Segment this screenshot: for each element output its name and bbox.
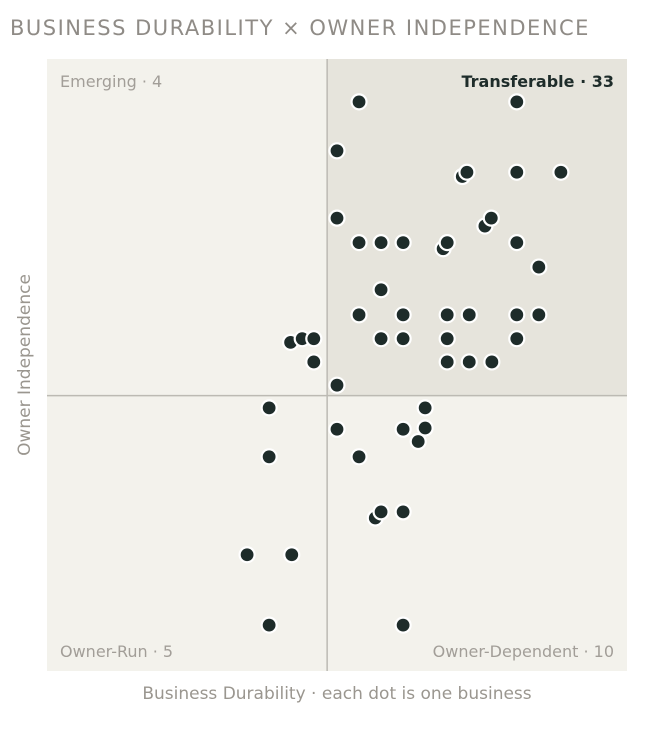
data-point	[508, 93, 526, 111]
data-point	[394, 306, 412, 324]
data-point	[552, 163, 570, 181]
data-point	[394, 616, 412, 634]
data-point	[416, 399, 434, 417]
quadrant-label-emerging: Emerging · 4	[60, 72, 162, 91]
data-point	[372, 503, 390, 521]
data-point	[460, 353, 478, 371]
data-point	[508, 163, 526, 181]
data-point	[305, 353, 323, 371]
data-point	[394, 503, 412, 521]
data-point	[372, 234, 390, 252]
data-point	[438, 330, 456, 348]
data-point	[328, 376, 346, 394]
data-point	[350, 234, 368, 252]
data-point	[305, 330, 323, 348]
data-point	[416, 419, 434, 437]
data-point	[350, 93, 368, 111]
y-axis-label: Owner Independence	[15, 274, 35, 456]
data-point	[328, 209, 346, 227]
data-point	[438, 306, 456, 324]
data-point	[260, 399, 278, 417]
x-axis-label: Business Durability · each dot is one bu…	[142, 684, 531, 704]
data-point	[508, 234, 526, 252]
data-point	[409, 432, 427, 451]
data-point	[350, 306, 368, 324]
data-point	[530, 306, 548, 324]
quadrant-label-transferable: Transferable · 33	[461, 72, 614, 91]
data-point	[328, 142, 346, 160]
data-point	[238, 546, 256, 564]
data-point	[372, 281, 390, 299]
data-point	[508, 306, 526, 324]
data-point	[483, 353, 501, 371]
data-point	[458, 163, 476, 181]
chart-title: BUSINESS DURABILITY × OWNER INDEPENDENCE	[10, 16, 590, 40]
data-point	[530, 258, 548, 276]
data-point	[460, 306, 478, 324]
data-point	[260, 616, 278, 634]
quadrant-label-owner-dependent: Owner-Dependent · 10	[433, 642, 614, 661]
data-point	[260, 448, 278, 466]
data-point	[508, 330, 526, 348]
data-points	[238, 93, 570, 634]
data-point	[372, 330, 390, 348]
data-point	[438, 234, 456, 252]
data-point	[394, 420, 412, 438]
data-point	[350, 448, 368, 466]
data-point	[328, 420, 346, 438]
quadrant-label-owner-run: Owner-Run · 5	[60, 642, 173, 661]
data-point	[283, 546, 301, 564]
data-point	[438, 353, 456, 371]
data-point	[482, 209, 500, 227]
data-point	[394, 330, 412, 348]
data-point	[394, 234, 412, 252]
